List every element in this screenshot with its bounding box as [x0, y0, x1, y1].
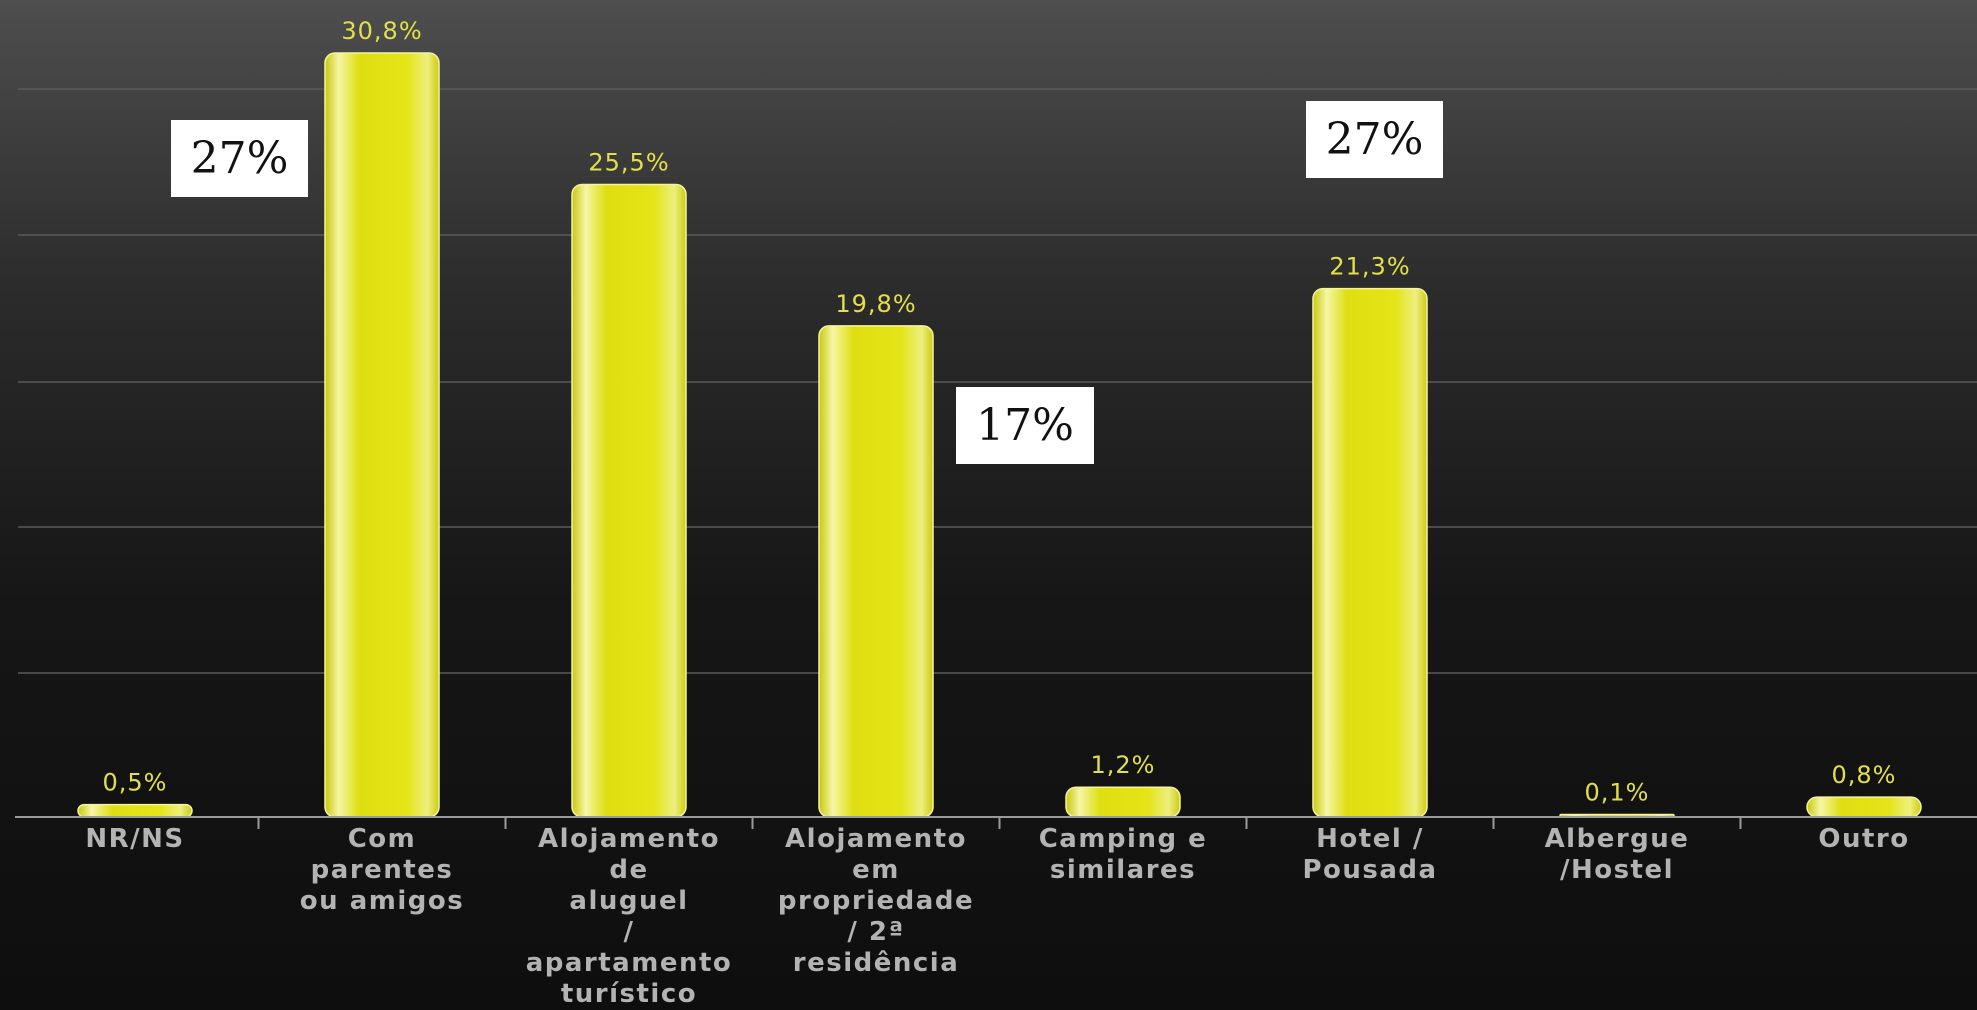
bar [324, 52, 440, 818]
data-label: 30,8% [341, 17, 422, 45]
bar [1806, 796, 1922, 818]
category-label: turístico [561, 979, 697, 1009]
category-label: propriedade [778, 886, 974, 916]
annotation-box: 27% [171, 120, 308, 197]
bar [571, 183, 687, 818]
category-label: residência [793, 948, 959, 978]
category-label: Pousada [1302, 855, 1437, 885]
bar [818, 325, 934, 818]
category-label: / [624, 917, 635, 947]
category-label: NR/NS [85, 824, 184, 854]
data-label: 0,1% [1585, 779, 1650, 807]
data-label: 0,8% [1832, 761, 1897, 789]
category-label: Outro [1818, 824, 1909, 854]
category-label: Camping e [1039, 824, 1208, 854]
data-label: 19,8% [835, 290, 916, 318]
category-label: Hotel / [1316, 824, 1424, 854]
category-label: parentes [311, 855, 454, 885]
category-label: ou amigos [300, 886, 464, 916]
category-label: de [609, 855, 648, 885]
category-label: aluguel [569, 886, 688, 916]
data-label: 0,5% [103, 769, 168, 797]
category-label: / 2ª [847, 917, 904, 947]
data-label: 1,2% [1091, 751, 1156, 779]
data-label: 21,3% [1329, 253, 1410, 281]
data-label: 25,5% [588, 148, 669, 176]
category-label: Alojamento [538, 824, 720, 854]
category-label: Com [348, 824, 417, 854]
bar [77, 803, 193, 818]
category-label: /Hostel [1560, 855, 1674, 885]
category-label: apartamento [526, 948, 733, 978]
category-label: Albergue [1545, 824, 1690, 854]
grid-lines [18, 88, 1977, 674]
category-label: em [852, 855, 900, 885]
category-label: Alojamento [785, 824, 967, 854]
x-axis [15, 816, 1977, 829]
annotation-box: 27% [1306, 101, 1443, 178]
annotation-box: 17% [956, 387, 1094, 464]
data-labels: 0,5% 30,8% 25,5% 19,8% 1,2% 21,3% 0,1% 0,8% [103, 17, 1897, 807]
bar [1065, 786, 1181, 818]
bar [1312, 287, 1428, 818]
category-label: similares [1050, 855, 1196, 885]
